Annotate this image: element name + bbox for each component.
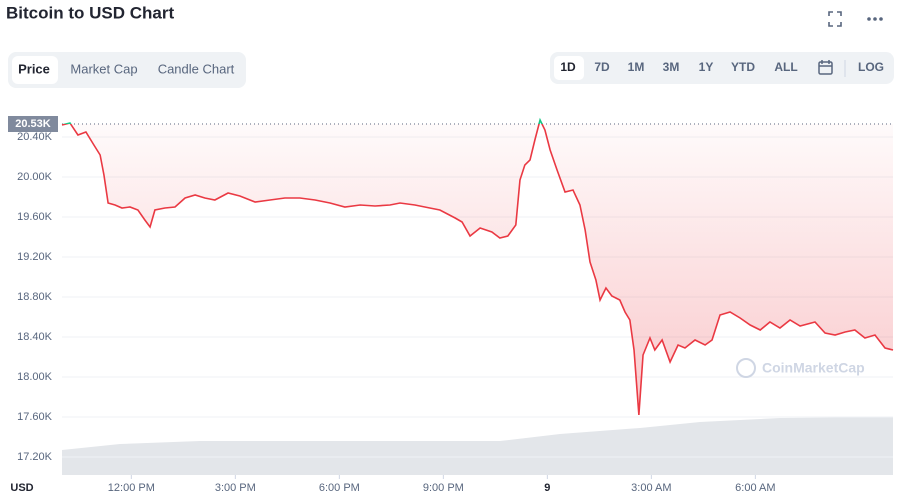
tab[interactable]: Price bbox=[18, 61, 50, 76]
active-range bbox=[554, 56, 584, 80]
y-tick-label: 18.00K bbox=[17, 371, 53, 383]
y-tick-label: 20.00K bbox=[17, 171, 53, 183]
log-button[interactable]: LOG bbox=[858, 60, 884, 74]
range-button[interactable]: ALL bbox=[774, 60, 797, 74]
range-button[interactable]: YTD bbox=[731, 60, 755, 74]
y-tick-label: 18.40K bbox=[17, 331, 53, 343]
y-tick-label: 17.60K bbox=[17, 411, 53, 423]
y-axis-label: USD bbox=[10, 482, 33, 494]
x-tick-label: 3:00 PM bbox=[215, 482, 256, 494]
range-button[interactable]: 7D bbox=[594, 60, 610, 74]
watermark: CoinMarketCap bbox=[762, 360, 865, 376]
x-tick-label: 12:00 PM bbox=[108, 482, 155, 494]
x-tick-label: 9 bbox=[544, 482, 550, 494]
range-group bbox=[550, 52, 894, 84]
y-tick-label: 17.20K bbox=[17, 451, 53, 463]
y-tick-label: 20.40K bbox=[17, 131, 53, 143]
range-button[interactable]: 3M bbox=[663, 60, 680, 74]
reference-label: 20.53K bbox=[15, 118, 51, 130]
price-area bbox=[62, 124, 893, 415]
x-tick-label: 9:00 PM bbox=[423, 482, 464, 494]
price-line bbox=[61, 124, 894, 416]
volume-area bbox=[62, 417, 893, 475]
reference-label-box bbox=[8, 116, 58, 132]
watermark-logo bbox=[736, 358, 756, 378]
chart-title: Bitcoin to USD Chart bbox=[6, 3, 174, 22]
tab[interactable]: Market Cap bbox=[70, 61, 137, 76]
x-tick-label: 6:00 AM bbox=[735, 482, 775, 494]
more-icon[interactable] bbox=[867, 17, 883, 21]
y-tick-label: 19.20K bbox=[17, 251, 53, 263]
tab[interactable]: Candle Chart bbox=[158, 61, 235, 76]
tab-group bbox=[8, 52, 246, 88]
range-button[interactable]: 1D bbox=[560, 60, 576, 74]
range-button[interactable]: 1Y bbox=[699, 60, 714, 74]
y-tick-label: 18.80K bbox=[17, 291, 53, 303]
range-button[interactable]: 1M bbox=[628, 60, 645, 74]
y-tick-label: 19.60K bbox=[17, 211, 53, 223]
active-tab bbox=[12, 56, 58, 84]
expand-icon[interactable] bbox=[828, 11, 842, 27]
calendar-icon[interactable] bbox=[818, 60, 833, 75]
x-tick-label: 6:00 PM bbox=[319, 482, 360, 494]
x-tick-label: 3:00 AM bbox=[631, 482, 671, 494]
